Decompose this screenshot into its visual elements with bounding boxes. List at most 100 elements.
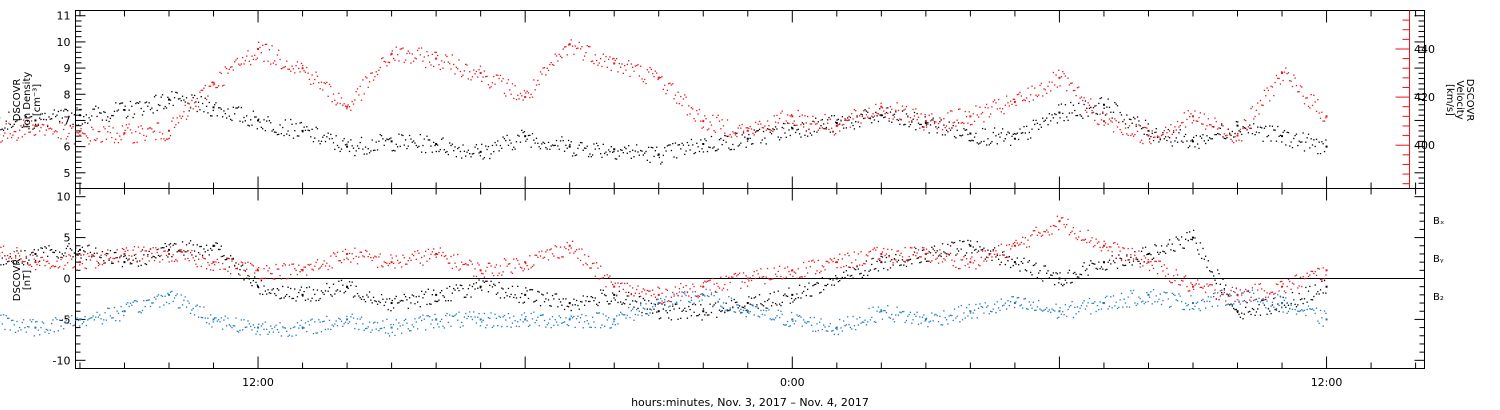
velocity-sample: [531, 96, 534, 98]
bx-sample: [789, 302, 791, 304]
velocity-sample: [1044, 89, 1047, 91]
by-sample: [852, 315, 854, 318]
density-sample: [335, 135, 337, 137]
density-point: [568, 145, 571, 148]
by-sample: [362, 323, 364, 325]
bx-sample: [414, 303, 416, 305]
density-sample: [769, 131, 771, 133]
bx-point: [301, 293, 304, 296]
bx-sample: [331, 295, 333, 297]
velocity-sample: [454, 73, 456, 75]
velocity-sample: [884, 113, 886, 115]
bx-sample: [937, 255, 940, 257]
by-sample: [905, 319, 908, 322]
bx-sample: [927, 260, 929, 262]
by-sample: [115, 319, 117, 322]
by-sample: [752, 305, 754, 307]
density-sample: [955, 137, 957, 139]
bx-sample: [1051, 274, 1053, 277]
density-sample: [441, 138, 443, 140]
bx-sample: [25, 257, 27, 259]
bx-point: [791, 293, 794, 296]
density-sample: [684, 153, 686, 156]
density-sample: [1156, 136, 1159, 138]
density-sample: [772, 128, 774, 130]
density-sample: [650, 146, 653, 149]
bx-sample: [497, 292, 499, 294]
bx-sample: [438, 299, 440, 301]
density-sample: [438, 150, 440, 153]
velocity-sample: [231, 66, 233, 68]
bx-sample: [326, 282, 328, 285]
density-sample: [525, 140, 527, 142]
by-sample: [113, 306, 116, 309]
by-sample: [312, 332, 315, 335]
velocity-sample: [841, 124, 844, 126]
by-sample: [292, 326, 295, 329]
bx-sample: [1135, 258, 1137, 260]
bx-sample: [1103, 261, 1105, 264]
by-point: [390, 326, 393, 329]
bx-sample: [36, 255, 38, 257]
velocity-sample: [1126, 133, 1128, 135]
bx-sample: [686, 317, 689, 319]
velocity-sample: [478, 69, 480, 71]
density-sample: [797, 128, 799, 131]
velocity-sample: [1289, 79, 1291, 82]
density-sample: [240, 106, 242, 109]
bx-sample: [392, 307, 395, 309]
by-sample: [622, 314, 624, 316]
density-sample: [709, 146, 711, 149]
by-sample: [710, 293, 713, 296]
bx-sample: [621, 303, 623, 305]
velocity-sample: [913, 115, 916, 117]
density-sample: [304, 129, 307, 132]
bx-sample: [1241, 312, 1243, 314]
velocity-sample: [1123, 118, 1125, 121]
density-sample: [716, 149, 718, 152]
by-sample: [392, 323, 395, 326]
density-sample: [1305, 141, 1307, 143]
by-sample: [55, 317, 57, 319]
bx-sample: [722, 307, 725, 309]
by-sample: [1087, 302, 1089, 304]
velocity-sample: [653, 75, 655, 78]
velocity-sample: [124, 129, 126, 132]
bx-sample: [403, 293, 405, 296]
by-sample: [851, 328, 853, 330]
density-sample: [227, 108, 229, 110]
velocity-sample: [120, 139, 122, 141]
by-sample: [993, 303, 996, 305]
density-sample: [284, 119, 287, 121]
velocity-sample: [474, 73, 476, 75]
density-sample: [215, 102, 217, 104]
by-sample: [458, 311, 460, 313]
by-sample: [434, 313, 436, 316]
bx-sample: [1063, 283, 1065, 286]
by-sample: [215, 317, 217, 319]
velocity-sample: [407, 50, 409, 52]
bx-sample: [681, 310, 683, 313]
by-sample: [915, 315, 917, 318]
density-sample: [736, 132, 738, 134]
by-sample: [557, 324, 559, 326]
bx-sample: [1246, 302, 1248, 304]
by-sample: [189, 312, 192, 315]
bx-sample: [1310, 298, 1312, 301]
bx-sample: [1223, 288, 1226, 290]
bx-sample: [772, 301, 774, 304]
bx-sample: [892, 264, 894, 266]
density-sample: [656, 146, 658, 148]
velocity-sample: [1270, 85, 1272, 87]
density-sample: [523, 130, 526, 133]
density-sample: [419, 133, 421, 136]
velocity-sample: [1012, 98, 1014, 100]
velocity-sample: [287, 68, 289, 70]
bx-sample: [183, 254, 185, 256]
by-sample: [645, 303, 647, 305]
bx-sample: [1150, 253, 1152, 256]
by-sample: [824, 326, 826, 328]
bx-sample: [63, 255, 65, 257]
by-sample: [219, 321, 221, 323]
velocity-sample: [852, 118, 854, 120]
